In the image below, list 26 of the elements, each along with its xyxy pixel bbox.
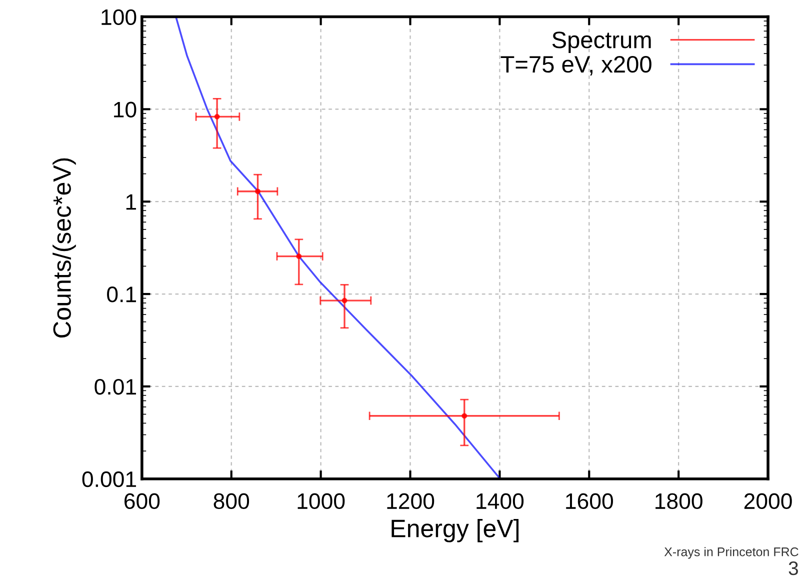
y-tick-label: 100 [102,9,136,26]
legend-label: T=75 eV, x200 [500,56,652,76]
x-tick-label: 600 [124,493,160,510]
x-tick-label: 1200 [387,493,434,510]
text: X-rays in Princeton FRC [664,547,798,559]
point [462,413,468,419]
point [214,114,220,120]
y-tick-label: 1 [126,194,136,210]
x-tick-label: 2000 [744,493,792,510]
x-tick-label: 1400 [476,493,524,510]
y-axis-title: Counts/(sec*eV) [52,158,76,338]
x-tick-label: 1600 [566,493,613,510]
y-tick-label: 0.1 [107,286,136,302]
y-tick-label: 0.01 [94,378,136,395]
x-axis-title: Energy [eV] [392,518,519,542]
point [296,254,302,260]
text: 3 [788,561,798,576]
y-tick-label: 10 [114,102,136,118]
point [342,298,348,304]
x-tick-label: 1800 [656,493,702,510]
line-series [175,16,502,479]
x-tick-label: 800 [214,493,250,510]
point [254,188,261,194]
x-tick-label: 1000 [298,493,345,510]
y-tick-label: 0.001 [82,471,136,488]
legend-label: Spectrum [552,32,651,53]
